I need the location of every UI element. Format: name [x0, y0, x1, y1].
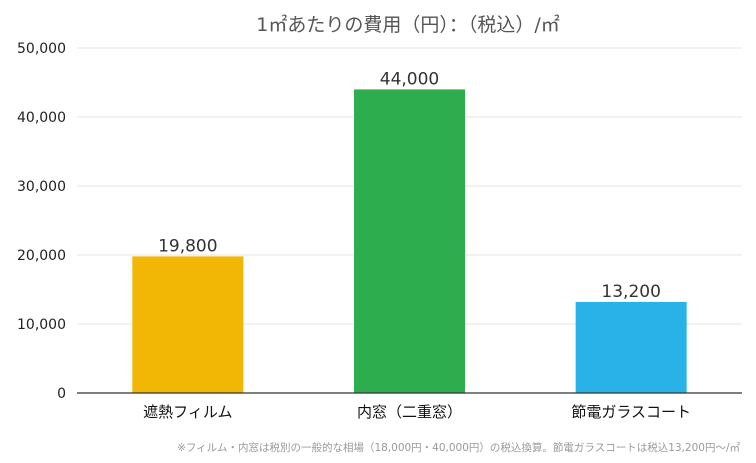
bar: [575, 301, 687, 393]
bar: [132, 256, 244, 393]
x-tick-label: 遮熱フィルム: [143, 403, 232, 421]
y-tick-label: 0: [57, 386, 66, 402]
x-tick-label: 内窓（二重窓）: [357, 403, 462, 421]
y-tick-label: 20,000: [17, 248, 66, 264]
data-label: 44,000: [380, 69, 439, 89]
chart-title: 1㎡あたりの費用（円）：（税込）/㎡: [256, 13, 560, 36]
data-label: 19,800: [158, 236, 217, 256]
y-axis-ticks: 0 10,000 20,000 30,000 40,000 50,000: [17, 41, 66, 402]
footnote: ※フィルム・内窓は税別の一般的な相場（18,000円・40,000円）の税込換算…: [177, 441, 740, 454]
y-tick-label: 30,000: [17, 179, 66, 195]
y-tick-label: 10,000: [17, 317, 66, 333]
y-tick-label: 40,000: [17, 110, 66, 126]
bars: [132, 89, 687, 394]
data-label: 13,200: [601, 282, 660, 302]
bar: [354, 89, 465, 394]
data-labels: 19,800 44,000 13,200: [158, 69, 661, 302]
x-axis-ticks: 遮熱フィルム 内窓（二重窓） 節電ガラスコート: [143, 403, 691, 421]
y-tick-label: 50,000: [17, 41, 66, 57]
x-tick-label: 節電ガラスコート: [571, 403, 691, 421]
